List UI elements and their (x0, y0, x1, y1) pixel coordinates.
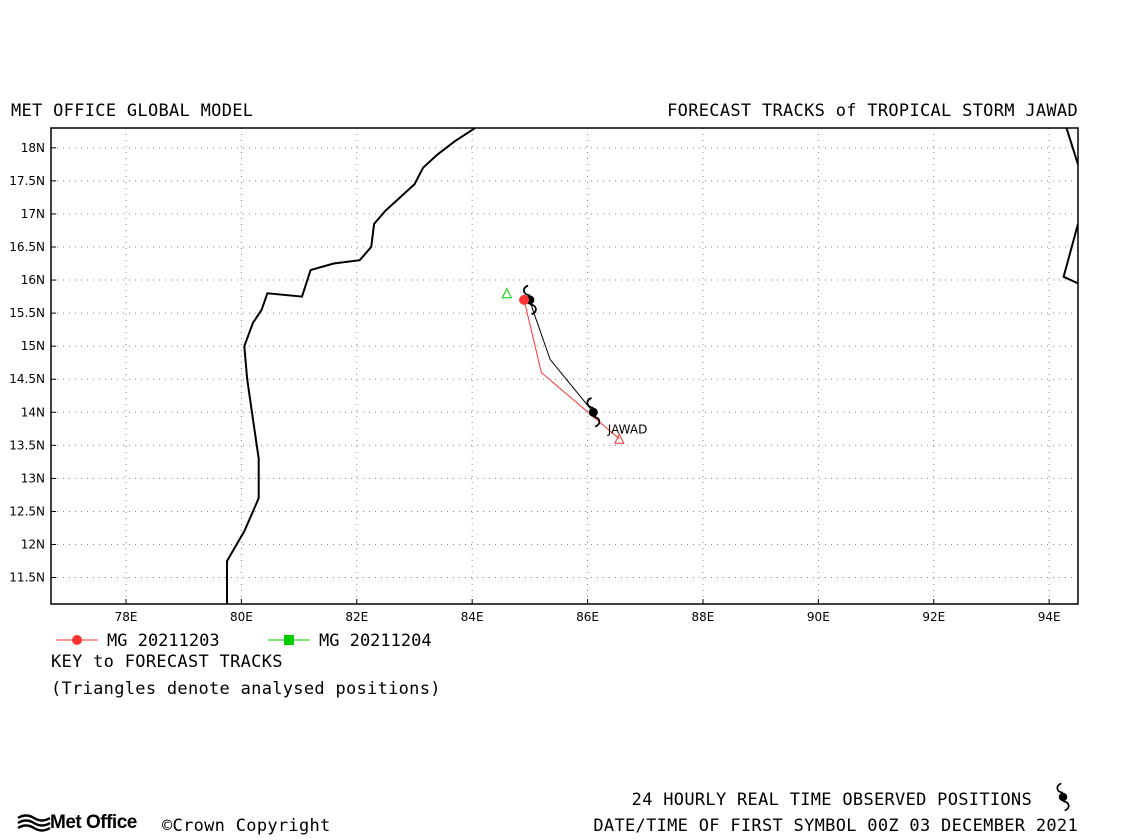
footer-cyclone-arm-top (1056, 782, 1064, 794)
observed-position-2-arm-top (586, 397, 594, 409)
analysed-position-2 (501, 287, 513, 299)
storm-label: JAWAD (607, 422, 648, 436)
x-tick-label: 80E (230, 610, 253, 624)
observed-position-1-arm-bottom (529, 303, 537, 316)
map-frame (50, 127, 1079, 605)
observed-position-1-arm-top (523, 284, 531, 297)
x-tick-label: 92E (922, 610, 945, 624)
x-tick-label: 78E (115, 610, 138, 624)
observed-positions-label: 24 HOURLY REAL TIME OBSERVED POSITIONS (631, 790, 1032, 810)
forecast-legend: MG 20211203 MG 20211204 (56, 631, 432, 651)
y-tick-label: 15N (21, 339, 45, 353)
copyright-icon: © (162, 816, 173, 836)
copyright-text: Crown Copyright (172, 816, 331, 836)
first-symbol-date: DATE/TIME OF FIRST SYMBOL 00Z 03 DECEMBE… (593, 816, 1078, 836)
footer-cyclone-arm-bottom (1062, 800, 1070, 812)
y-tick-label: 12N (21, 538, 45, 552)
key-title: KEY to FORECAST TRACKS (51, 652, 283, 672)
observed-position-2 (586, 397, 601, 428)
y-tick-label: 15.5N (9, 306, 45, 320)
met-office-brand: Met Office (50, 812, 137, 833)
forecast-1-marker (519, 294, 530, 305)
y-tick-label: 17.5N (9, 174, 45, 188)
observed-position-2-arm-bottom (593, 415, 601, 428)
observed-position-2-core (588, 407, 598, 417)
coastline (1065, 128, 1078, 165)
observed-track (529, 299, 594, 413)
key-note: (Triangles denote analysed positions) (51, 679, 441, 699)
x-tick-label: 88E (692, 610, 715, 624)
met-office-logo-icon (17, 814, 51, 832)
x-tick-label: 90E (807, 610, 830, 624)
tracks: JAWAD (501, 284, 648, 444)
axis-labels: 78E 80E 82E 84E 86E 88E 90E 92E 94E 11.5N 12N 12.5N… (9, 141, 1060, 624)
coastline (226, 128, 476, 604)
footer-cyclone (1056, 782, 1070, 812)
analysed-position-1 (614, 433, 625, 444)
y-tick-label: 11.5N (9, 571, 45, 585)
y-tick-label: 18N (21, 141, 45, 155)
map-title: FORECAST TRACKS of TROPICAL STORM JAWAD (667, 101, 1078, 121)
model-title: MET OFFICE GLOBAL MODEL (11, 101, 254, 121)
x-tick-label: 86E (576, 610, 599, 624)
x-tick-label: 84E (461, 610, 484, 624)
forecast-track-1 (523, 299, 620, 440)
footer-cyclone-core (1058, 792, 1068, 802)
y-tick-label: 16N (21, 273, 45, 287)
grid-lines (51, 128, 1078, 604)
y-tick-label: 17N (21, 207, 45, 221)
y-tick-label: 16.5N (9, 240, 45, 254)
cyclone-symbol-icon (1056, 782, 1070, 812)
x-tick-label: 82E (345, 610, 368, 624)
coastlines (226, 128, 1078, 604)
y-tick-label: 12.5N (9, 504, 45, 518)
legend-square-marker (284, 635, 294, 645)
y-tick-label: 14.5N (9, 372, 45, 386)
legend-label-1: MG 20211203 (107, 631, 220, 651)
x-tick-label: 94E (1038, 610, 1061, 624)
coastline (1062, 223, 1078, 285)
legend-label-2: MG 20211204 (319, 631, 432, 651)
copyright-notice: ©Crown Copyright (162, 816, 331, 836)
y-tick-label: 14N (21, 405, 45, 419)
y-tick-label: 13N (21, 471, 45, 485)
legend-circle-marker (72, 635, 82, 645)
y-tick-label: 13.5N (9, 438, 45, 452)
